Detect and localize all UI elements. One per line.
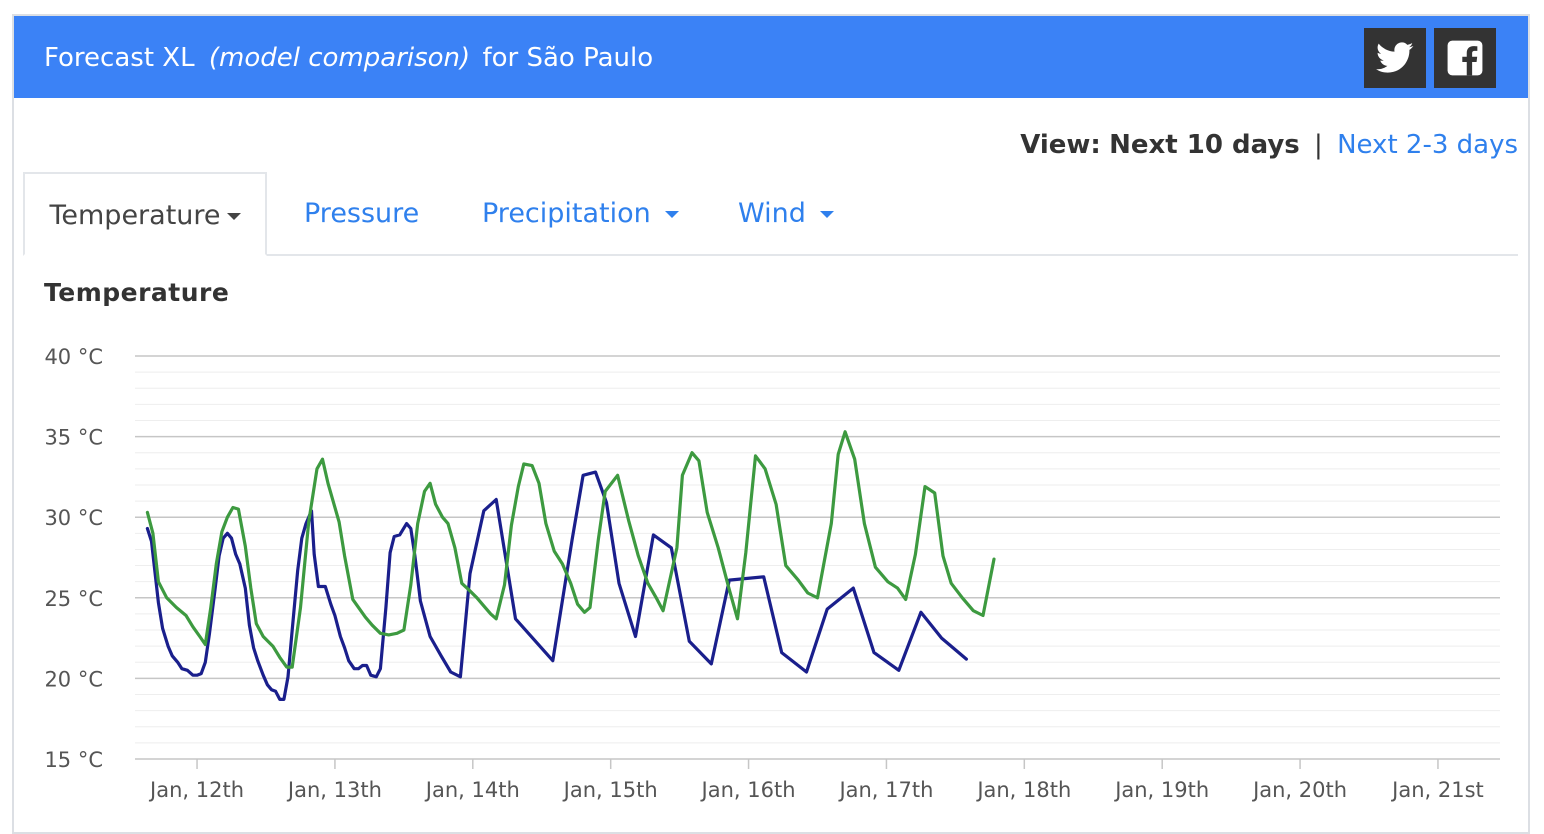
view-separator: | <box>1314 130 1323 160</box>
x-tick-label: Jan, 17th <box>837 778 933 802</box>
x-tick-label: Jan, 13th <box>286 778 382 802</box>
tab-temperature-label: Temperature <box>49 200 221 231</box>
chart-title: Temperature <box>44 278 230 307</box>
page-title: Forecast XL (model comparison) for São P… <box>44 16 653 100</box>
tab-precipitation[interactable]: Precipitation <box>482 172 679 254</box>
tabs-baseline <box>23 254 1518 256</box>
tab-temperature[interactable]: Temperature <box>23 172 267 256</box>
y-tick-label: 30 °C <box>44 506 103 530</box>
x-tick-label: Jan, 19th <box>1113 778 1209 802</box>
caret-down-icon <box>819 211 834 218</box>
twitter-icon <box>1376 42 1414 73</box>
y-tick-label: 20 °C <box>44 667 103 691</box>
x-tick-label: Jan, 12th <box>148 778 244 802</box>
tab-pressure[interactable]: Pressure <box>304 172 419 254</box>
tab-wind-label: Wind <box>738 198 806 229</box>
tab-precipitation-label: Precipitation <box>482 198 651 229</box>
facebook-icon <box>1447 40 1483 76</box>
x-tick-label: Jan, 20th <box>1251 778 1347 802</box>
tab-pressure-label: Pressure <box>304 198 420 229</box>
series-line-1 <box>145 470 968 701</box>
tab-wind[interactable]: Wind <box>738 172 834 254</box>
facebook-share-button[interactable] <box>1434 28 1496 88</box>
x-tick-label: Jan, 21st <box>1390 778 1484 802</box>
title-model-comparison: (model comparison) <box>208 43 471 73</box>
view-label: View: <box>1020 130 1101 160</box>
x-tick-label: Jan, 15th <box>562 778 658 802</box>
x-tick-label: Jan, 18th <box>975 778 1071 802</box>
header-bar: Forecast XL (model comparison) for São P… <box>14 16 1528 98</box>
series-line-2 <box>145 430 996 669</box>
x-tick-label: Jan, 14th <box>424 778 520 802</box>
twitter-share-button[interactable] <box>1364 28 1426 88</box>
view-selector: View: Next 10 days | Next 2-3 days <box>1020 130 1518 160</box>
caret-down-icon <box>226 213 241 220</box>
view-next-2-3-days-link[interactable]: Next 2-3 days <box>1337 130 1518 160</box>
y-tick-label: 15 °C <box>44 748 103 772</box>
title-location: for São Paulo <box>482 43 654 73</box>
title-prefix: Forecast XL <box>44 43 195 73</box>
y-tick-label: 40 °C <box>44 345 103 369</box>
x-tick-label: Jan, 16th <box>700 778 796 802</box>
view-current: Next 10 days <box>1109 130 1300 160</box>
y-tick-label: 25 °C <box>44 587 103 611</box>
temperature-chart: 15 °C 20 °C 25 °C 30 °C 35 °C 40 °C Jan, 12th J… <box>44 345 1500 802</box>
caret-down-icon <box>664 211 679 218</box>
y-tick-label: 35 °C <box>44 426 103 450</box>
chart-tabs: Temperature Pressure Precipitation Wind <box>23 172 1518 256</box>
